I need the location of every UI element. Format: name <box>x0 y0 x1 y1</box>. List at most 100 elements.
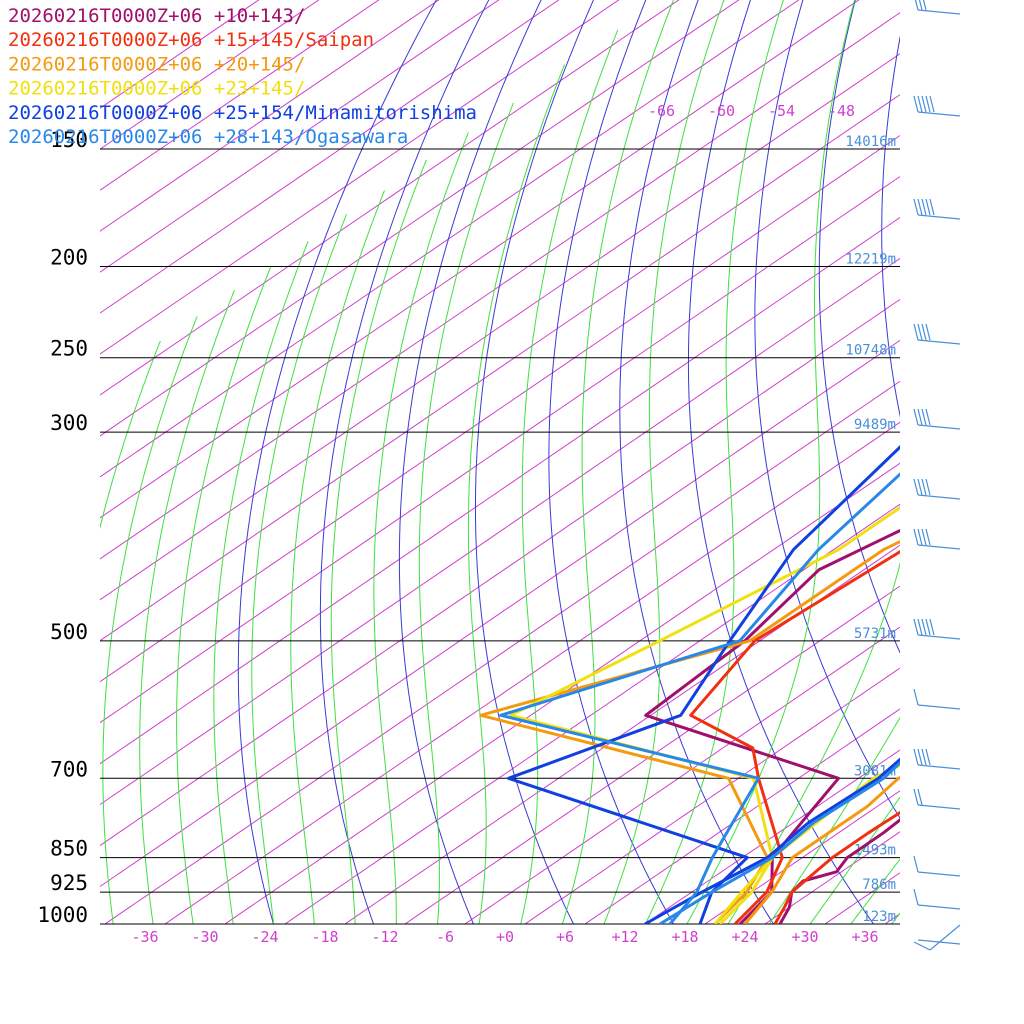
dry-adiabat-line <box>237 0 437 924</box>
barb-feather <box>913 528 919 546</box>
barb-feather <box>921 528 927 546</box>
barb-staff <box>917 764 961 770</box>
wind-barb <box>913 618 961 640</box>
pressure-label: 300 <box>50 411 88 435</box>
barb-feather <box>913 198 919 216</box>
barb-feather <box>921 198 927 216</box>
wind-barb <box>913 748 961 770</box>
barb-feather <box>917 408 923 426</box>
barb-feather <box>913 888 919 906</box>
barb-staff <box>917 9 961 15</box>
barb-feather <box>917 198 923 216</box>
dewpoint-line <box>499 472 900 924</box>
moist-adiabat-line <box>100 340 161 530</box>
isotherm-line <box>100 12 900 560</box>
moist-adiabat-line <box>850 858 900 924</box>
barb-feather <box>925 408 931 426</box>
moist-adiabat-line <box>330 159 427 924</box>
isotherm-line <box>100 94 900 642</box>
barb-feather <box>913 478 919 496</box>
wind-barb <box>914 0 961 15</box>
temperature-tick-label: -36 <box>131 928 158 946</box>
barb-feather <box>917 788 923 806</box>
moist-adiabat-line <box>768 716 900 924</box>
upper-temperature-label: -66 <box>648 102 675 120</box>
dewpoint-line <box>507 445 900 924</box>
sounding-profiles <box>479 445 900 924</box>
height-label: 786m <box>862 877 896 893</box>
barb-staff <box>917 494 961 500</box>
temperature-tick-label: +0 <box>496 928 514 946</box>
barb-staff <box>917 111 961 117</box>
dry-adiabat-line <box>475 0 595 924</box>
moist-adiabat-line <box>139 290 235 924</box>
barb-feather <box>921 618 927 636</box>
temperature-tick-label: -30 <box>191 928 218 946</box>
moist-adiabat-line <box>686 0 856 924</box>
barb-feather <box>914 0 919 11</box>
isotherm-line <box>100 0 740 437</box>
temperature-tick-label: +6 <box>556 928 574 946</box>
moist-adiabat-line <box>467 64 566 924</box>
barb-staff <box>917 544 961 550</box>
legend-entry: 20260216T0000Z+06 +10+143/ <box>8 5 305 27</box>
isotherm-line <box>404 585 900 924</box>
isotherm-line <box>100 134 900 683</box>
isotherm-line <box>164 421 900 924</box>
height-label: 1493m <box>854 843 896 859</box>
temperature-tick-label: +12 <box>611 928 638 946</box>
moist-adiabat-line <box>373 132 469 924</box>
moist-adiabat-line <box>290 190 385 924</box>
pressure-label: 1000 <box>37 903 88 927</box>
pressure-label: 925 <box>50 871 88 895</box>
barb-staff <box>917 424 961 430</box>
barb-staff <box>917 214 961 220</box>
legend-entry: 20260216T0000Z+06 +23+145/ <box>8 78 305 100</box>
moist-adiabat-line <box>418 102 514 924</box>
series-1 <box>689 550 900 924</box>
temperature-line <box>659 760 900 924</box>
wind-barb <box>913 788 961 810</box>
barb-staff <box>917 904 961 910</box>
moist-adiabat-line <box>809 796 900 924</box>
temperature-tick-label: -6 <box>436 928 454 946</box>
dry-adiabat-line <box>548 0 675 924</box>
temperature-axis: -36 -30 -24 -18 -12 -6 +0 +6 +12 +18 +24 +30 +36 <box>131 928 878 946</box>
isotherm-line <box>764 831 900 924</box>
temperature-tick-label: +18 <box>671 928 698 946</box>
barb-feather <box>925 618 931 636</box>
isotherm-line <box>100 339 900 888</box>
temperature-tick-label: +24 <box>731 928 758 946</box>
barb-feather <box>925 95 931 113</box>
barb-staff <box>917 704 961 710</box>
series-2 <box>479 539 900 924</box>
barb-feather <box>917 748 923 766</box>
wind-barbs <box>913 0 961 951</box>
legend-entry: 20260216T0000Z+06 +20+145/ <box>8 53 305 75</box>
isotherm-line <box>100 175 900 724</box>
barb-feather <box>913 688 919 706</box>
barb-staff <box>917 804 961 810</box>
upper-temperature-label: -54 <box>768 102 795 120</box>
isotherm-line <box>100 216 900 765</box>
pressure-label: 150 <box>50 128 88 152</box>
barb-feather <box>917 478 923 496</box>
pressure-label: 200 <box>50 246 88 270</box>
moist-adiabat-line <box>176 266 272 924</box>
barb-staff <box>917 871 961 877</box>
wind-barb <box>913 323 961 345</box>
temperature-tick-label: -12 <box>371 928 398 946</box>
temperature-tick-label: -18 <box>311 928 338 946</box>
upper-temperature-label: -60 <box>708 102 735 120</box>
height-label: 5731m <box>854 626 896 642</box>
height-label: 10748m <box>845 343 896 359</box>
moist-adiabat-line <box>644 0 784 924</box>
barb-feather <box>925 198 931 216</box>
barb-feather <box>921 408 927 426</box>
barb-feather <box>925 528 931 546</box>
height-label: 12219m <box>845 252 896 268</box>
dry-adiabat-line <box>818 0 900 654</box>
barb-feather <box>925 323 931 341</box>
wind-barb <box>913 688 961 710</box>
isotherm-line <box>104 380 900 924</box>
